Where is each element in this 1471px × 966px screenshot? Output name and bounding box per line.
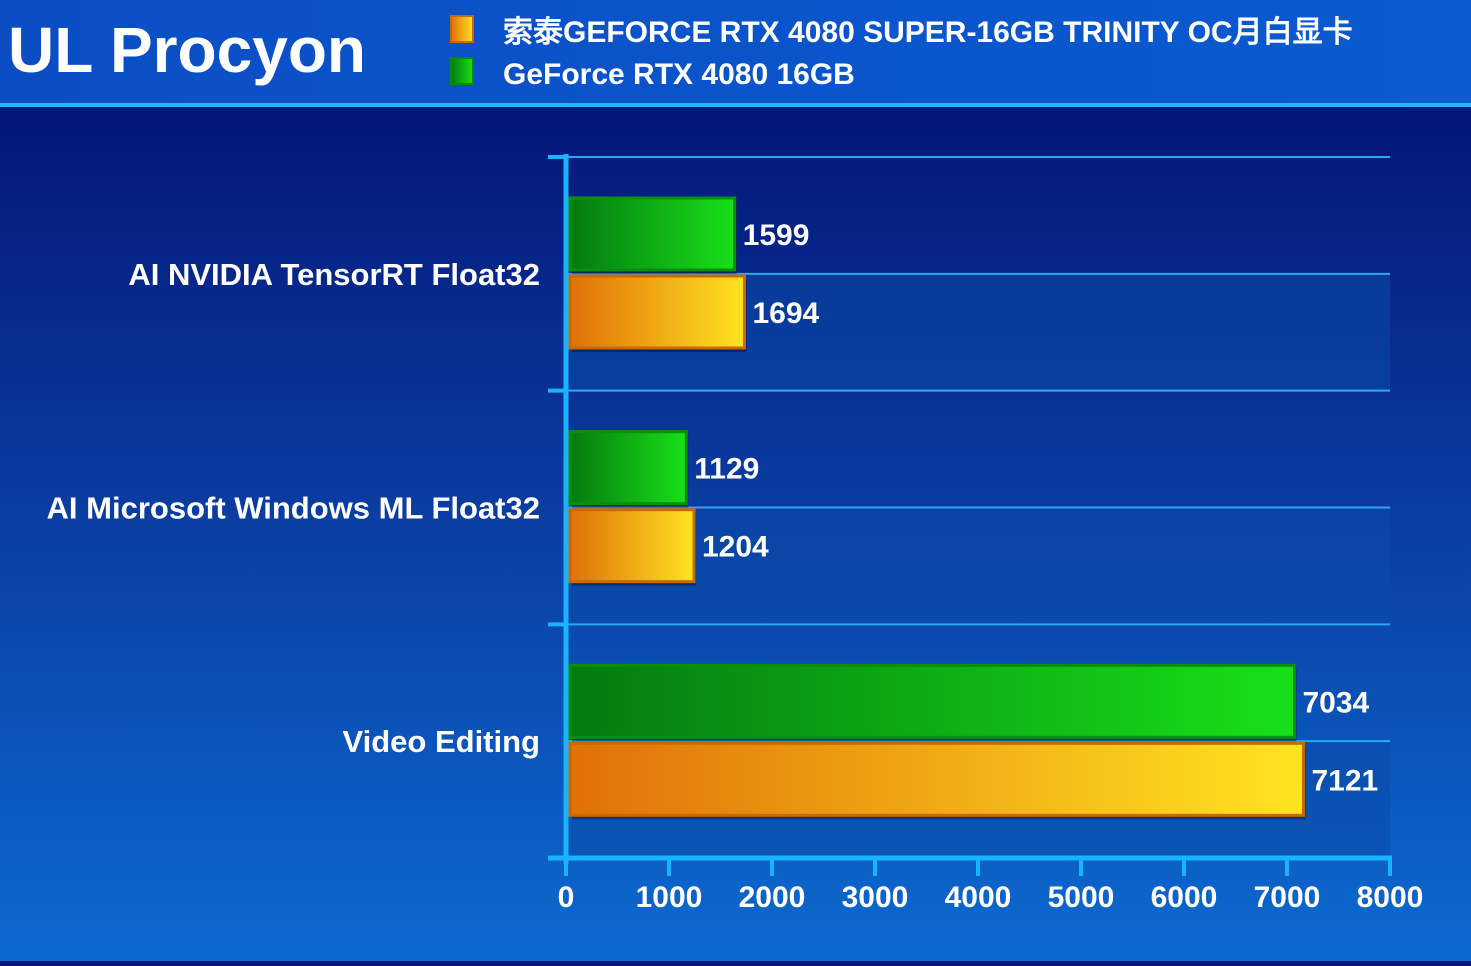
header-divider [0, 103, 1471, 107]
x-tick-label: 4000 [945, 881, 1012, 914]
data-label: 1204 [702, 531, 769, 564]
bar [568, 196, 737, 272]
bar [568, 663, 1297, 739]
data-label: 1599 [743, 219, 810, 252]
legend-label-1: 索泰GEFORCE RTX 4080 SUPER-16GB TRINITY OC… [503, 16, 1353, 49]
legend-swatch-green [450, 57, 474, 85]
category-label: AI Microsoft Windows ML Float32 [47, 491, 540, 526]
data-label: 1129 [694, 453, 759, 486]
x-tick-label: 0 [558, 881, 575, 914]
x-tick-label: 3000 [842, 881, 909, 914]
x-tick-label: 1000 [636, 881, 703, 914]
x-tick-label: 6000 [1151, 881, 1218, 914]
category-label: AI NVIDIA TensorRT Float32 [128, 257, 540, 292]
chart-title: UL Procyon [8, 14, 366, 86]
x-tick-label: 8000 [1357, 881, 1424, 914]
x-tick-label: 2000 [739, 881, 806, 914]
group-band [566, 507, 1390, 625]
legend-swatch-orange [450, 15, 474, 43]
bar [568, 741, 1305, 817]
data-label: 7121 [1311, 764, 1378, 797]
bar [568, 508, 696, 584]
legend: 索泰GEFORCE RTX 4080 SUPER-16GB TRINITY OC… [450, 15, 1353, 91]
x-tick-label: 7000 [1254, 881, 1321, 914]
bar [568, 430, 688, 506]
bar [568, 274, 746, 350]
category-label: Video Editing [343, 724, 541, 759]
data-label: 1694 [752, 297, 819, 330]
data-label: 7034 [1303, 686, 1370, 719]
x-tick-label: 5000 [1048, 881, 1115, 914]
header-band [0, 0, 1471, 104]
legend-label-2: GeForce RTX 4080 16GB [503, 58, 855, 91]
plot-area: 0 1000 2000 3000 4000 5000 6000 7000 8000 AI NVID… [47, 154, 1424, 914]
